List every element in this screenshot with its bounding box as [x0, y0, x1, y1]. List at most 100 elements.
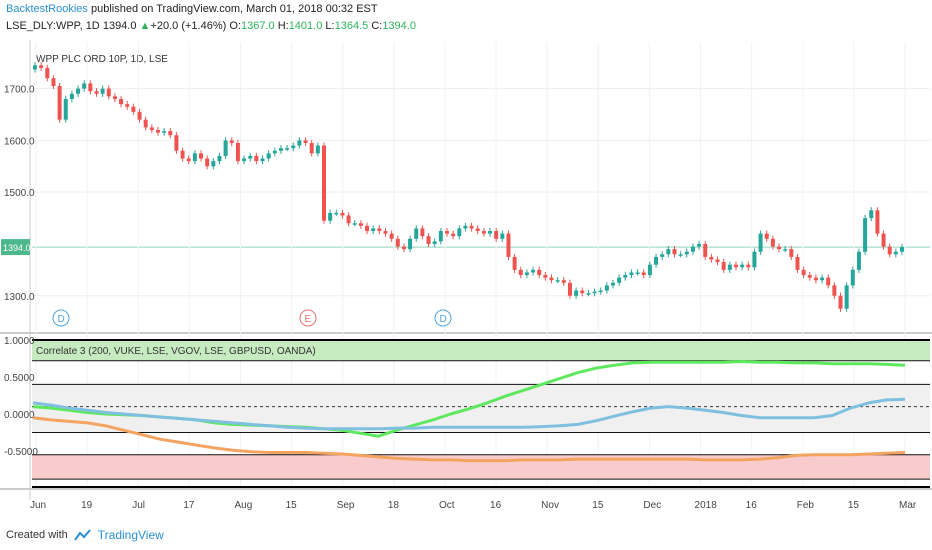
candle-body	[777, 246, 782, 250]
candle-body	[887, 246, 892, 255]
time-tick-label: 2018	[695, 500, 718, 511]
candle-body	[611, 282, 615, 286]
candle-body	[783, 249, 788, 251]
candle-body	[143, 119, 148, 128]
event-marker-label: D	[440, 314, 447, 325]
candle-body	[100, 88, 105, 94]
candle-body	[88, 83, 93, 92]
candle-body	[39, 65, 44, 68]
candle-body	[555, 280, 560, 282]
candle-body	[401, 246, 406, 250]
candle-body	[500, 233, 505, 239]
last-price-badge	[1, 239, 30, 256]
publisher-link[interactable]: BacktestRookies	[6, 3, 88, 15]
candle-body	[340, 212, 345, 216]
correlation-tick-label: 1.0000	[4, 336, 35, 347]
candle-body	[229, 140, 234, 143]
candle-body	[813, 277, 818, 281]
close-label: C:	[371, 20, 383, 32]
candle-body	[408, 238, 413, 250]
time-tick-label: Oct	[439, 500, 455, 511]
candle-body	[162, 131, 167, 133]
candle-body	[211, 161, 216, 167]
high-label: H:	[277, 20, 289, 32]
publish-line: BacktestRookies published on TradingView…	[6, 3, 378, 15]
candle-body	[709, 256, 714, 260]
candle-body	[352, 223, 357, 225]
candle-body	[358, 223, 363, 226]
candle-body	[678, 254, 683, 256]
candle-body	[125, 104, 130, 107]
candle-body	[297, 140, 302, 146]
candle-body	[119, 98, 124, 105]
candle-body	[45, 67, 50, 79]
candle-body	[727, 264, 732, 270]
candle-body	[33, 65, 37, 70]
candle-body	[506, 233, 511, 257]
symbol-label[interactable]: LSE_DLY:WPP, 1D	[6, 20, 100, 32]
created-with-label: Created with	[6, 529, 68, 541]
candle-body	[586, 293, 591, 295]
candle-body	[451, 233, 456, 237]
band-bottom	[32, 454, 930, 480]
candle-body	[217, 155, 222, 162]
candle-body	[733, 264, 738, 268]
candle-body	[285, 148, 290, 150]
candle-body	[106, 88, 111, 97]
candle-body	[389, 233, 394, 239]
footer: Created with TradingView	[6, 528, 164, 542]
candle-body	[199, 153, 204, 159]
ohlc-line: LSE_DLY:WPP, 1D 1394.0 ▲+20.0 (+1.46%) O…	[6, 20, 416, 32]
tradingview-link[interactable]: TradingView	[97, 528, 164, 542]
candle-body	[426, 236, 431, 244]
candle-body	[444, 231, 449, 234]
candle-body	[488, 231, 493, 234]
candle-body	[512, 256, 517, 270]
candle-body	[549, 277, 554, 281]
time-tick-label: 17	[183, 500, 195, 511]
event-marker-label: D	[58, 314, 65, 325]
candle-body	[414, 228, 419, 239]
candle-body	[155, 130, 160, 133]
band-middle	[32, 384, 930, 433]
close-value: 1394.0	[382, 20, 416, 32]
candle-body	[475, 228, 480, 232]
last-price-label: 1394.0	[3, 243, 31, 253]
candle-body	[438, 231, 443, 242]
candle-body	[63, 98, 68, 120]
time-tick-label: Jun	[30, 500, 46, 511]
time-tick-label: Jul	[132, 500, 145, 511]
candle-body	[242, 158, 247, 162]
candle-body	[174, 135, 179, 151]
candle-body	[598, 290, 603, 293]
candle-body	[371, 228, 376, 232]
time-tick-label: 15	[592, 500, 604, 511]
candle-body	[315, 145, 320, 154]
high-value: 1401.0	[288, 20, 323, 32]
candle-body	[567, 282, 572, 296]
candle-body	[893, 251, 898, 255]
candle-body	[82, 83, 87, 89]
correlation-series-line-1	[32, 397, 906, 431]
candle-body	[149, 127, 154, 131]
correlation-tick-label: 0.5000	[4, 373, 35, 384]
time-tick-label: Dec	[643, 500, 661, 511]
candle-body	[863, 218, 868, 252]
candle-body	[235, 142, 240, 162]
candle-body	[660, 254, 665, 257]
candle-body	[672, 249, 677, 255]
candle-body	[875, 210, 880, 234]
candle-body	[291, 145, 296, 149]
price-pane-title: WPP PLC ORD 10P, 1D, LSE	[36, 54, 168, 65]
candle-body	[838, 295, 843, 309]
candle-body	[518, 269, 523, 276]
candle-body	[309, 142, 314, 154]
correlation-pane-title: Correlate 3 (200, VUKE, LSE, VGOV, LSE, …	[36, 346, 316, 357]
time-tick-label: Nov	[541, 500, 559, 511]
candle-body	[820, 277, 825, 281]
last-price: 1394.0	[102, 20, 137, 32]
event-marker-label: E	[305, 314, 312, 325]
candle-body	[266, 153, 271, 159]
price-tick-label: 1500.0	[4, 188, 35, 199]
candle-body	[684, 251, 689, 255]
